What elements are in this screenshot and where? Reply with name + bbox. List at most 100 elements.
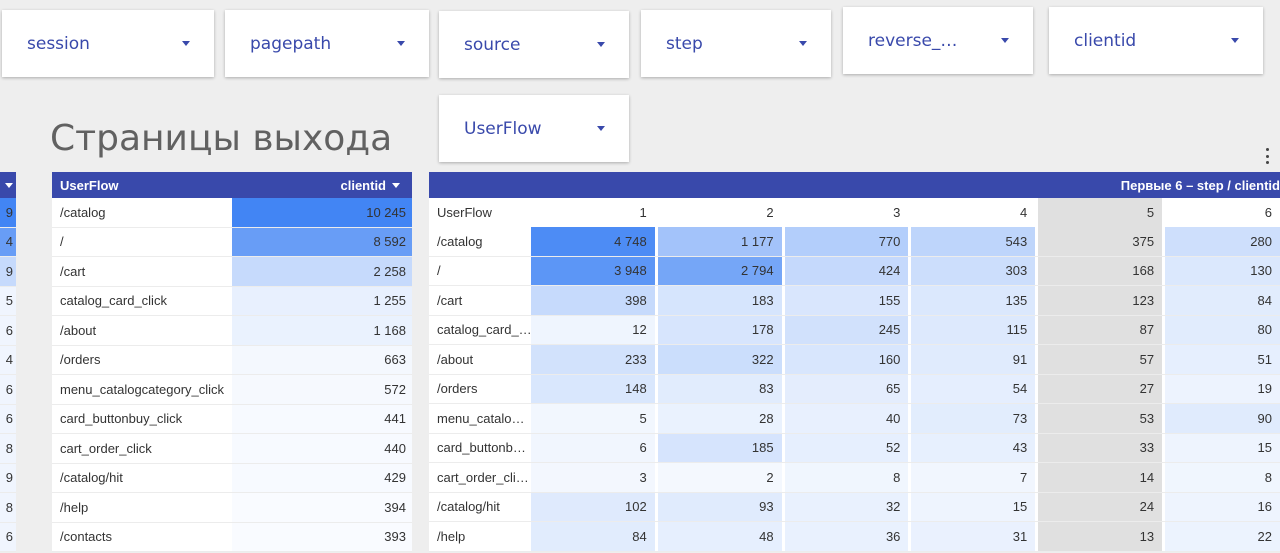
cell-value: 1 177 [657,227,785,256]
cell-value: 48 [657,522,785,551]
filter-step[interactable]: step [641,10,831,77]
cell-page: menu_catalo… [437,410,525,426]
cell-value: 424 [784,256,912,285]
table-row[interactable]: catalog_card_click 1 255 [52,286,412,316]
table-row[interactable]: cart_order_click 440 [52,434,412,464]
table-row: 8 [0,493,16,523]
table-row[interactable]: /about 233 322 160 91 57 51 [429,345,1280,375]
table-row[interactable]: card_buttonbuy_click 441 [52,404,412,434]
pivot-header-label: Первые 6 – step / clientid [1120,177,1280,193]
table-row: 5 [0,286,16,316]
column-header-step[interactable]: 2 [658,198,785,227]
cell-value: 770 [784,227,912,256]
cell-value: 8 [784,463,912,492]
cell-value: 22 [1165,522,1280,551]
filter-label: step [666,33,703,54]
chevron-down-icon [1231,38,1239,43]
filter-source[interactable]: source [439,11,629,78]
cell-value: 24 [1038,492,1166,521]
cell-value: 9 [0,463,16,492]
cell-value: 123 [1038,286,1166,315]
table-row[interactable]: /cart 398 183 155 135 123 84 [429,286,1280,316]
cell-value: 155 [784,286,912,315]
filter-pagepath[interactable]: pagepath [225,10,429,77]
filter-userflow[interactable]: UserFlow [439,95,629,162]
table-row[interactable]: menu_catalogcategory_click 572 [52,375,412,405]
cell-value: 6 [530,433,658,462]
cell-value: 12 [530,315,658,344]
column-header-userflow[interactable]: UserFlow [437,205,492,220]
cell-page: menu_catalogcategory_click [60,381,225,397]
cell-value: 8 [0,493,16,522]
cell-value: 303 [911,256,1039,285]
cell-value: 9 [0,198,16,227]
cell-page: /orders [437,381,478,397]
filter-label: reverse_… [868,30,958,51]
cell-value: 8 [1165,463,1280,492]
cell-page: /catalog/hit [437,499,500,515]
filter-reverse[interactable]: reverse_… [843,7,1033,74]
table-row: 4 [0,345,16,375]
column-header-userflow[interactable]: UserFlow [60,177,119,193]
cell-page: /about [437,351,474,367]
cell-page: /help [60,499,89,515]
table-row[interactable]: / 8 592 [52,227,412,257]
cell-value: 28 [657,404,785,433]
cell-value: 15 [911,492,1039,521]
cell-clientid: 663 [232,345,412,374]
table-row[interactable]: /orders 663 [52,345,412,375]
table-row[interactable]: /catalog/hit 102 93 32 15 24 16 [429,492,1280,522]
table-row[interactable]: menu_catalo… 5 28 40 73 53 90 [429,404,1280,434]
cell-value: 398 [530,286,658,315]
chevron-down-icon [397,41,405,46]
table-row[interactable]: /help 394 [52,493,412,523]
cell-value: 84 [530,522,658,551]
cell-value: 52 [784,433,912,462]
filter-session[interactable]: session [2,10,214,77]
cell-value: 14 [1038,463,1166,492]
cell-value: 6 [0,316,16,345]
column-header-clientid[interactable]: clientid [232,178,412,193]
column-header-step[interactable]: 1 [531,198,658,227]
cell-value: 4 [0,345,16,374]
cell-value: 7 [911,463,1039,492]
table-row[interactable]: card_buttonb… 6 185 52 43 33 15 [429,433,1280,463]
column-header-step[interactable]: 5 [1038,198,1166,227]
table-row[interactable]: /cart 2 258 [52,257,412,287]
cell-value: 93 [657,492,785,521]
table-row[interactable]: /catalog 10 245 [52,198,412,228]
cell-clientid: 440 [232,434,412,463]
cell-value: 54 [911,374,1039,403]
table-row[interactable]: /help 84 48 36 31 13 22 [429,522,1280,552]
more-vert-icon[interactable] [1262,148,1272,164]
cell-value: 185 [657,433,785,462]
table-row[interactable]: /catalog 4 748 1 177 770 543 375 280 [429,227,1280,257]
pivot-header: Первые 6 – step / clientid [429,172,1280,198]
filter-clientid[interactable]: clientid [1049,7,1263,74]
table-header: UserFlow clientid [52,172,412,198]
table-row[interactable]: catalog_card_… 12 178 245 115 87 80 [429,315,1280,345]
page-title: Страницы выхода [50,118,393,159]
table-row[interactable]: /about 1 168 [52,316,412,346]
cell-value: 53 [1038,404,1166,433]
table-row[interactable]: /contacts 393 [52,522,412,552]
table-row[interactable]: cart_order_cli… 3 2 8 7 14 8 [429,463,1280,493]
table-row[interactable]: /orders 148 83 65 54 27 19 [429,374,1280,404]
column-header-step[interactable]: 3 [785,198,912,227]
cell-value: 375 [1038,227,1166,256]
cell-clientid: 2 258 [232,257,412,286]
column-header-step[interactable]: 4 [911,198,1039,227]
cell-value: 2 794 [657,256,785,285]
chevron-down-icon [597,126,605,131]
column-header-step[interactable]: 6 [1264,205,1272,220]
table-row[interactable]: / 3 948 2 794 424 303 168 130 [429,256,1280,286]
cell-value: 15 [1165,433,1280,462]
table-header[interactable] [0,172,16,198]
table-row[interactable]: /catalog/hit 429 [52,463,412,493]
cell-page: /catalog/hit [60,470,123,486]
cell-value: 115 [911,315,1039,344]
cell-page: card_buttonb… [437,440,526,456]
filter-label: source [464,34,521,55]
